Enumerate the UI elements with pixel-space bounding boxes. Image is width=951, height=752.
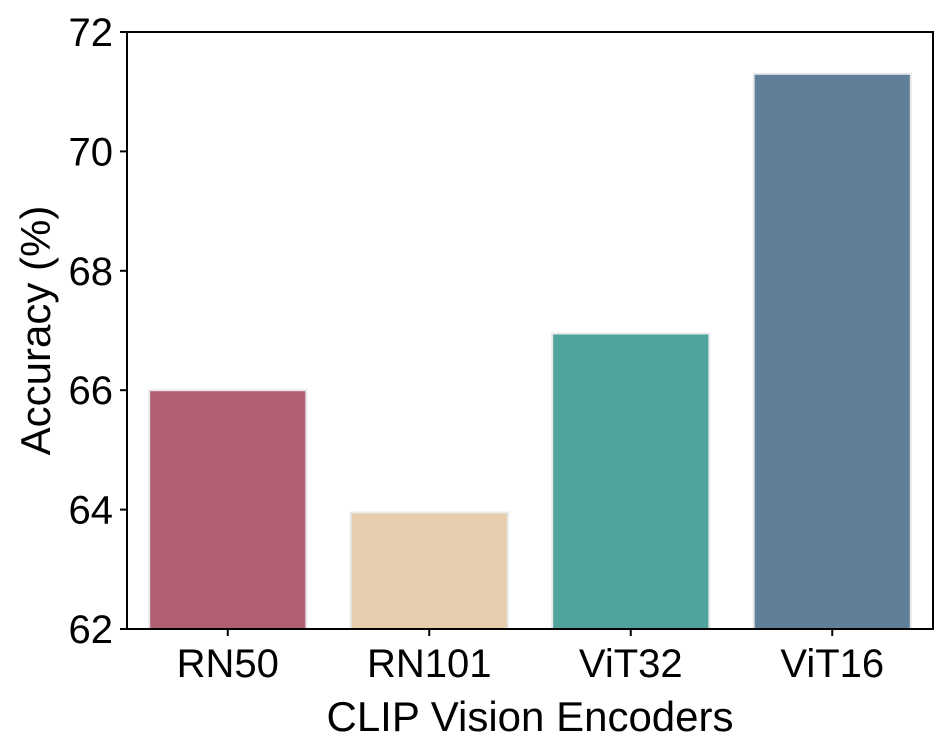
y-tick-label: 62 — [69, 608, 114, 652]
y-tick-label: 70 — [69, 130, 114, 174]
y-tick-label: 72 — [69, 11, 114, 55]
bar-vit16 — [752, 72, 912, 631]
bars-group — [148, 72, 912, 631]
x-tick-label: ViT16 — [780, 642, 884, 686]
x-tick-label: RN101 — [367, 642, 492, 686]
x-axis-title: CLIP Vision Encoders — [326, 693, 733, 740]
x-axis-ticks: RN50 RN101 ViT32 ViT16 — [177, 629, 884, 686]
y-axis-ticks: 62 64 66 68 70 72 — [69, 11, 127, 652]
y-axis-title: Accuracy (%) — [12, 206, 59, 456]
plot-frame — [126, 31, 934, 630]
x-tick-label: ViT32 — [579, 642, 683, 686]
bar-rn101 — [349, 511, 509, 631]
y-tick-label: 64 — [69, 489, 114, 533]
bar-vit32 — [551, 332, 711, 630]
x-tick-label: RN50 — [177, 642, 279, 686]
bar-rn50 — [148, 389, 308, 631]
y-tick-label: 68 — [69, 250, 114, 294]
y-tick-label: 66 — [69, 369, 114, 413]
